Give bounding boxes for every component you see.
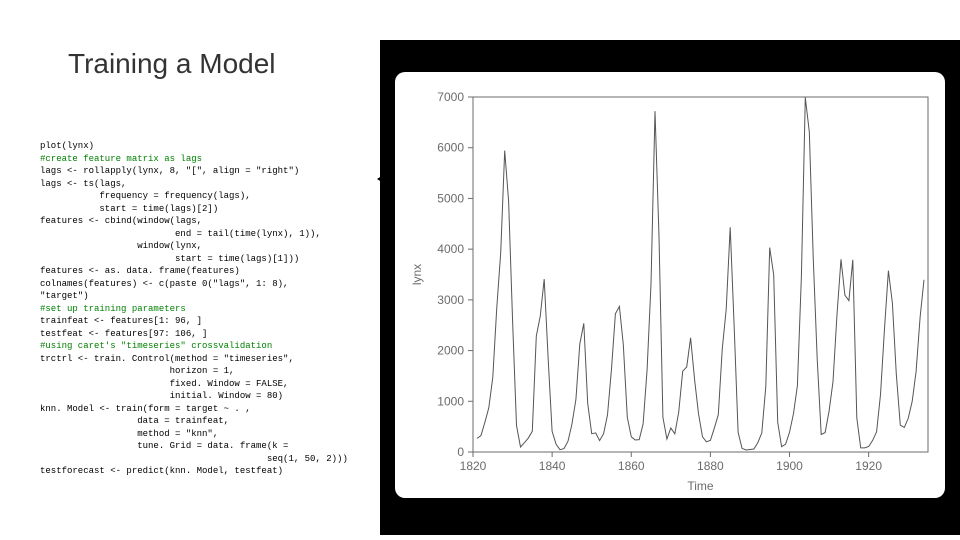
slide: Training a Model plot(lynx)#create featu… (0, 0, 960, 540)
code-line: colnames(features) <- c(paste 0("lags", … (40, 278, 348, 291)
y-tick-label: 7000 (437, 90, 464, 104)
code-line: lags <- ts(lags, (40, 178, 348, 191)
x-tick-label: 1820 (460, 459, 487, 473)
y-tick-label: 4000 (437, 242, 464, 256)
y-tick-label: 0 (457, 445, 464, 459)
code-line: plot(lynx) (40, 140, 348, 153)
code-line: horizon = 1, (40, 365, 348, 378)
code-line: tune. Grid = data. frame(k = (40, 440, 348, 453)
lynx-series (477, 98, 924, 451)
code-line: knn. Model <- train(form = target ~ . , (40, 403, 348, 416)
code-line: window(lynx, (40, 240, 348, 253)
slide-title: Training a Model (68, 48, 276, 80)
code-comment-line: #using caret's "timeseries" crossvalidat… (40, 340, 348, 353)
x-tick-label: 1920 (855, 459, 882, 473)
code-line: end = tail(time(lynx), 1)), (40, 228, 348, 241)
code-line: testfeat <- features[97: 106, ] (40, 328, 348, 341)
code-line: data = trainfeat, (40, 415, 348, 428)
code-line: "target") (40, 290, 348, 303)
y-axis-label: lynx (410, 264, 424, 285)
y-tick-label: 5000 (437, 191, 464, 205)
plot-frame (473, 97, 928, 452)
code-line: start = time(lags)[1])) (40, 253, 348, 266)
x-tick-label: 1840 (539, 459, 566, 473)
lynx-chart-svg: 1820 1840 1860 1880 1900 1920 0 1000 2000 3000 400… (395, 72, 945, 498)
code-line: method = "knn", (40, 428, 348, 441)
code-comment-line: #create feature matrix as lags (40, 153, 348, 166)
y-tick-label: 2000 (437, 344, 464, 358)
code-line: initial. Window = 80) (40, 390, 348, 403)
x-tick-label: 1860 (618, 459, 645, 473)
x-tick-label: 1880 (697, 459, 724, 473)
y-tick-label: 3000 (437, 293, 464, 307)
code-comment-line: #set up training parameters (40, 303, 348, 316)
code-block: plot(lynx)#create feature matrix as lags… (40, 140, 348, 478)
code-line: features <- cbind(window(lags, (40, 215, 348, 228)
code-line: testforecast <- predict(knn. Model, test… (40, 465, 348, 478)
code-line: seq(1, 50, 2))) (40, 453, 348, 466)
x-axis-label: Time (687, 479, 714, 493)
y-tick-label: 1000 (437, 394, 464, 408)
x-tick-label: 1900 (776, 459, 803, 473)
code-line: lags <- rollapply(lynx, 8, "[", align = … (40, 165, 348, 178)
code-line: frequency = frequency(lags), (40, 190, 348, 203)
code-line: fixed. Window = FALSE, (40, 378, 348, 391)
code-line: features <- as. data. frame(features) (40, 265, 348, 278)
y-tick-label: 6000 (437, 141, 464, 155)
callout-pointer (377, 170, 391, 188)
code-line: trctrl <- train. Control(method = "times… (40, 353, 348, 366)
lynx-chart: 1820 1840 1860 1880 1900 1920 0 1000 2000 3000 400… (395, 72, 945, 498)
code-line: trainfeat <- features[1: 96, ] (40, 315, 348, 328)
code-line: start = time(lags)[2]) (40, 203, 348, 216)
